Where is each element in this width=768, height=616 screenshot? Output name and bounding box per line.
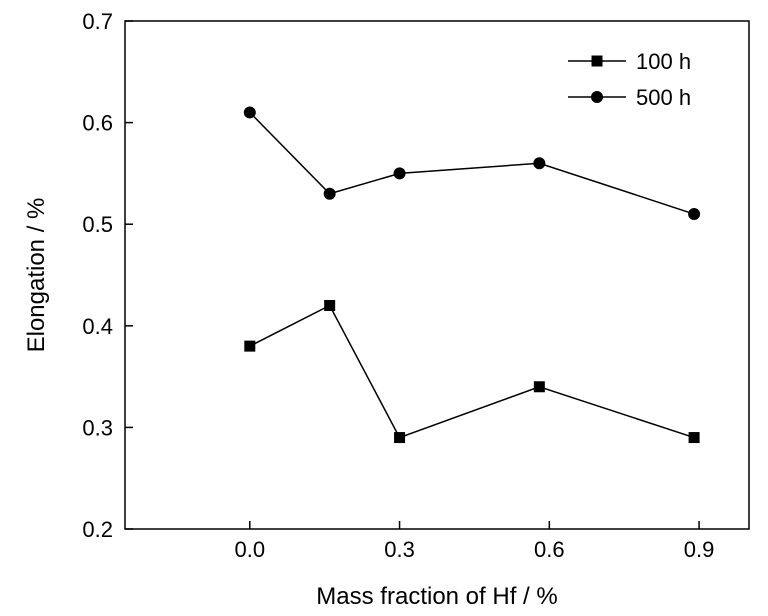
data-point-2	[393, 167, 406, 180]
y-axis: 0.2 0.3 0.4 0.5 0.6 0.7	[82, 9, 133, 542]
data-point-2	[688, 208, 701, 221]
y-tick-label: 0.3	[82, 415, 113, 440]
data-point-1	[244, 340, 256, 352]
x-axis: 0.0 0.3 0.6 0.9	[235, 521, 715, 562]
legend: 100 h 500 h	[568, 49, 691, 110]
series-line-1	[249, 304, 695, 439]
data-point-1	[324, 299, 336, 311]
series-line-2	[249, 111, 695, 215]
y-tick-label: 0.4	[82, 314, 113, 339]
y-axis-title: Elongation / %	[23, 198, 50, 353]
y-tick-label: 0.5	[82, 212, 113, 237]
plot-area	[124, 20, 750, 530]
x-tick-label: 0.6	[534, 537, 565, 562]
data-point-1	[688, 432, 700, 444]
x-tick-label: 0.9	[684, 537, 715, 562]
y-tick-label: 0.6	[82, 111, 113, 136]
legend-marker	[591, 91, 603, 103]
data-point-2	[533, 157, 546, 170]
x-tick-label: 0.3	[384, 537, 415, 562]
legend-label: 100 h	[636, 49, 691, 74]
legend-marker	[591, 55, 603, 67]
y-tick-label: 0.7	[82, 9, 113, 34]
x-axis-title: Mass fraction of Hf / %	[316, 583, 557, 610]
y-tick-label: 0.2	[82, 517, 113, 542]
data-point-1	[394, 432, 406, 444]
series-layer	[243, 106, 701, 444]
legend-label: 500 h	[636, 85, 691, 110]
data-point-2	[243, 106, 256, 119]
data-point-1	[533, 381, 545, 393]
x-tick-label: 0.0	[235, 537, 266, 562]
data-point-2	[323, 187, 336, 200]
